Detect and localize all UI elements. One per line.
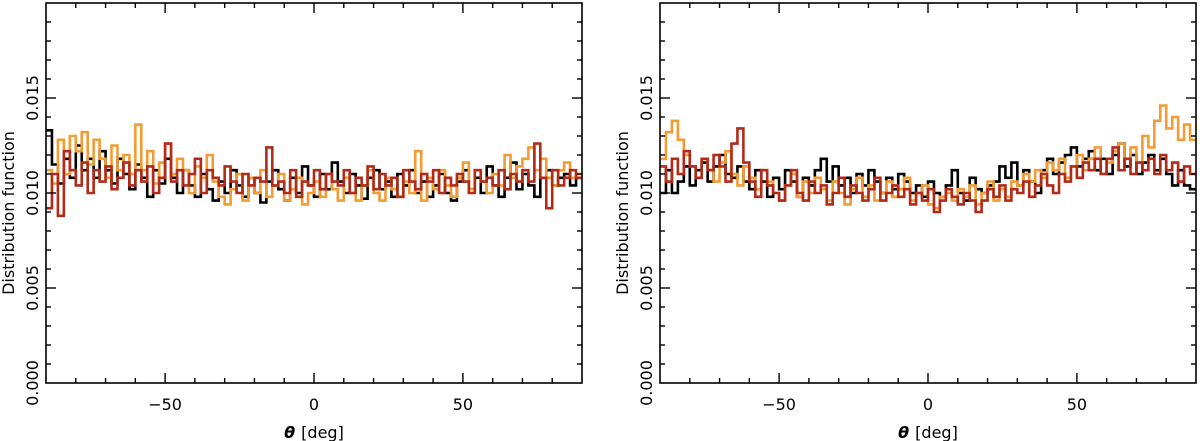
x-tick-label: −50 xyxy=(762,395,796,414)
x-axis-symbol: θ xyxy=(284,423,295,441)
y-axis-label: Distribution function xyxy=(613,131,632,295)
series-line-2 xyxy=(46,123,582,206)
y-tick-label: 0.005 xyxy=(637,265,656,311)
y-tick-label: 0.010 xyxy=(23,170,42,216)
series-line-3 xyxy=(660,127,1196,214)
series-line-3 xyxy=(46,142,582,218)
y-tick-label: 0.000 xyxy=(23,360,42,406)
y-tick-label: 0.015 xyxy=(23,75,42,121)
chart-panel-1: −50 0 50 0.000 0.005 0.010 0.015 θ [deg] Distribu… xyxy=(0,2,583,441)
x-axis-unit: [deg] xyxy=(301,423,344,441)
chart-panel-2: −50 0 50 0.000 0.005 0.010 0.015 θ [deg] Distribu… xyxy=(613,2,1197,441)
x-tick-label: 0 xyxy=(309,395,319,414)
series-group xyxy=(660,104,1196,214)
x-tick-label: 0 xyxy=(923,395,933,414)
x-tick-label: −50 xyxy=(148,395,182,414)
y-tick-label: 0.010 xyxy=(637,170,656,216)
y-tick-label: 0.000 xyxy=(637,360,656,406)
x-axis-symbol: θ xyxy=(898,423,909,441)
y-axis-label: Distribution function xyxy=(0,131,18,295)
y-tick-label: 0.005 xyxy=(23,265,42,311)
y-tick-label: 0.015 xyxy=(637,75,656,121)
series-group xyxy=(46,123,582,218)
x-tick-label: 50 xyxy=(1067,395,1087,414)
x-axis-label: θ [deg] xyxy=(284,423,344,441)
x-tick-label: 50 xyxy=(453,395,473,414)
x-axis-label: θ [deg] xyxy=(898,423,958,441)
x-axis-unit: [deg] xyxy=(915,423,958,441)
